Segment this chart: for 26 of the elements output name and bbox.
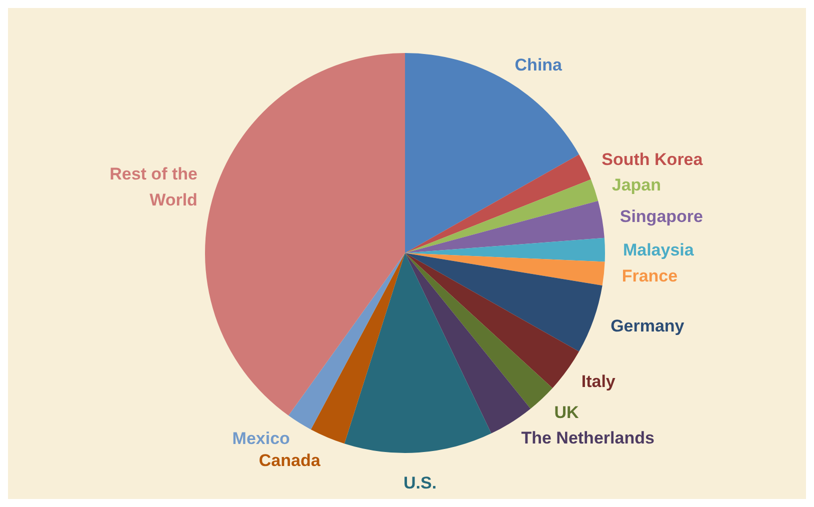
pie-slice [344,253,492,453]
slice-label: Germany [610,316,685,336]
slice-label: Malaysia [622,240,694,260]
pie-slice [310,253,405,444]
slice-label: UK [554,402,580,422]
slice-label: Singapore [620,207,703,226]
slice-label: South Korea [602,150,704,169]
pie-slice [288,253,405,430]
slice-label: U.S. [404,473,437,492]
slice-label: Canada [258,451,321,470]
pie-slice [405,253,602,352]
pie-slice [405,179,598,253]
pie-slice [405,53,580,253]
pie-slice [405,253,605,286]
slice-label: China [514,56,563,75]
pie-slice [205,53,405,416]
pie-slice [405,154,591,253]
pie-slice [405,200,604,253]
slice-label: Japan [612,175,662,194]
slice-label: Italy [581,372,616,392]
slice-label: France [622,266,678,286]
slice-label: Rest of the World [110,164,198,210]
slice-label: The Netherlands [521,428,654,448]
pie-slice [405,253,553,409]
pie-slice [405,253,580,388]
slice-label: Mexico [232,429,290,448]
